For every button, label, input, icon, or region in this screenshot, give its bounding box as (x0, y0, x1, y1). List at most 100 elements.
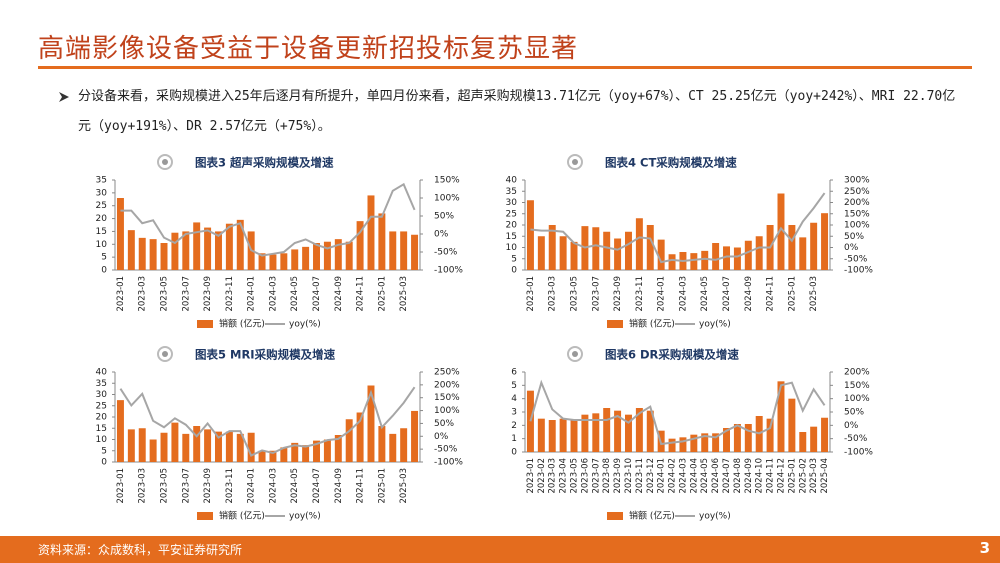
chart-title: 图表4 CT采购规模及增速 (605, 156, 737, 170)
bar (744, 240, 752, 270)
legend-label: yoy(%) (699, 320, 731, 330)
y2-tick-label: 0% (434, 230, 449, 240)
bar (204, 429, 212, 462)
y2-tick-label: 0% (844, 421, 859, 431)
footer: 资料来源：众成数科，平安证券研究所 3 (0, 536, 1000, 563)
x-tick-label: 2024-03 (678, 458, 688, 494)
y2-tick-label: 200% (434, 380, 460, 390)
y-tick-label: 5 (511, 381, 517, 391)
x-tick-label: 2024-01 (247, 276, 257, 312)
x-tick-label: 2023-10 (624, 458, 634, 494)
bar (777, 381, 785, 452)
x-tick-label: 2023-07 (591, 276, 601, 312)
bar (712, 433, 720, 452)
bar (323, 241, 331, 270)
x-tick-label: 2024-12 (776, 458, 786, 494)
bar (614, 410, 622, 452)
bar (668, 254, 676, 270)
bar (138, 237, 146, 270)
bar (160, 243, 168, 270)
title-icon (572, 159, 578, 165)
bar (548, 225, 556, 270)
bar (690, 434, 698, 452)
y-tick-label: 15 (506, 232, 517, 242)
legend-swatch (607, 320, 623, 328)
x-tick-label: 2023-12 (646, 458, 656, 494)
y-tick-label: 25 (506, 209, 517, 219)
yoy-line (530, 192, 826, 264)
bullet-text: 分设备来看，采购规模进入25年后逐月有所提升，单四月份来看，超声采购规模13.7… (78, 89, 956, 134)
bar (291, 442, 299, 462)
bar (116, 198, 124, 270)
bar (269, 450, 277, 462)
bar (367, 195, 375, 270)
bar (280, 253, 288, 270)
x-tick-label: 2024-11 (356, 468, 366, 504)
y2-tick-label: 50% (844, 408, 864, 418)
x-tick-label: 2023-01 (116, 276, 126, 312)
y-tick-label: 6 (511, 368, 517, 378)
bar (367, 385, 375, 462)
bar (225, 431, 233, 462)
bar (149, 439, 157, 462)
y2-tick-label: -100% (434, 266, 463, 276)
bar (526, 200, 534, 270)
y2-tick-label: 250% (844, 187, 870, 197)
y-tick-label: 10 (96, 435, 108, 445)
bar (400, 231, 408, 270)
y2-tick-label: -100% (434, 458, 463, 468)
x-tick-label: 2023-03 (138, 468, 148, 504)
y2-tick-label: -50% (434, 445, 458, 455)
bar (810, 426, 818, 452)
bar (247, 432, 255, 462)
yoy-line (529, 379, 826, 446)
y2-tick-label: 100% (844, 394, 870, 404)
x-tick-label: 2023-09 (203, 468, 213, 504)
bar (766, 418, 774, 452)
y2-tick-label: -100% (844, 266, 873, 276)
x-tick-label: 2025-01 (377, 468, 387, 504)
bar (236, 433, 244, 462)
bar (755, 236, 763, 270)
x-tick-label: 2025-01 (787, 458, 797, 494)
y2-tick-label: 100% (434, 406, 460, 416)
legend-label: yoy(%) (289, 512, 321, 522)
x-tick-label: 2025-01 (787, 276, 797, 312)
bar (258, 450, 266, 462)
y2-tick-label: 100% (434, 194, 460, 204)
x-tick-label: 2024-05 (290, 468, 300, 504)
y-tick-label: 40 (506, 176, 518, 186)
chart-title: 图表5 MRI采购规模及增速 (195, 348, 336, 362)
bar (733, 247, 741, 270)
bar (182, 231, 190, 270)
x-tick-label: 2024-01 (247, 468, 257, 504)
y-tick-label: 3 (511, 408, 517, 418)
bar (788, 398, 796, 452)
x-tick-label: 2023-03 (138, 276, 148, 312)
legend-swatch (607, 512, 623, 520)
y2-tick-label: -50% (844, 434, 868, 444)
y-tick-label: 40 (96, 368, 108, 378)
y-tick-label: 5 (511, 254, 517, 264)
x-tick-label: 2025-02 (798, 458, 808, 494)
x-tick-label: 2023-09 (613, 276, 623, 312)
chart-title: 图表6 DR采购规模及增速 (605, 348, 739, 362)
x-tick-label: 2023-09 (613, 458, 623, 494)
y2-tick-label: -100% (844, 448, 873, 458)
x-tick-label: 2024-07 (722, 276, 732, 312)
bar (733, 424, 741, 452)
bar (116, 400, 124, 462)
bar (723, 428, 731, 452)
y2-tick-label: -50% (434, 248, 458, 258)
x-tick-label: 2024-11 (766, 458, 776, 494)
bar (400, 428, 408, 462)
x-tick-label: 2024-10 (755, 458, 765, 494)
bar (690, 253, 698, 270)
y-tick-label: 0 (511, 266, 517, 276)
y2-tick-label: 50% (434, 419, 454, 429)
y-tick-label: 35 (96, 176, 107, 186)
x-tick-label: 2023-03 (548, 458, 558, 494)
x-tick-label: 2023-05 (160, 276, 170, 312)
bar (171, 232, 179, 270)
